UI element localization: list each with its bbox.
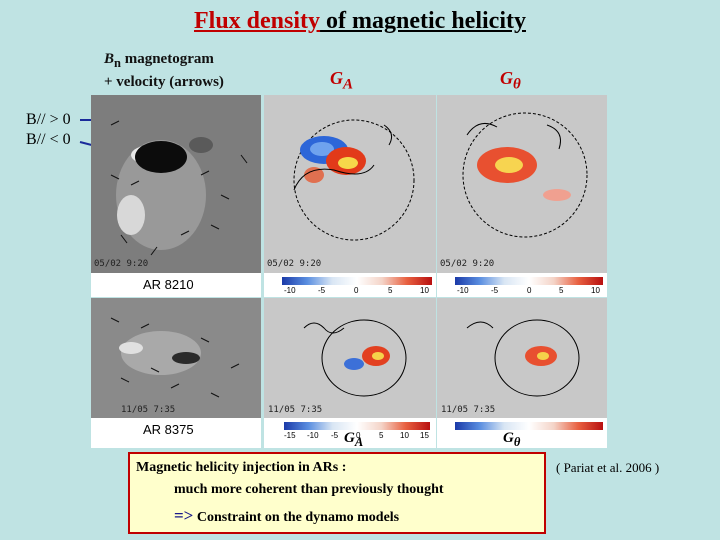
citation: ( Pariat et al. 2006 ) <box>556 460 660 475</box>
conclusion-line1: Magnetic helicity injection in ARs : <box>136 460 347 475</box>
gtheta-bottom-label: Gθ <box>503 430 521 449</box>
implies-arrow: => <box>174 506 194 525</box>
gtheta-colorbar-top: -10 -5 0 5 10 <box>437 273 607 297</box>
conclusion-box: Magnetic helicity injection in ARs : muc… <box>128 452 546 534</box>
conclusion-line3: => Constraint on the dynamo models <box>174 506 400 525</box>
slide-title: Flux density of magnetic helicity <box>0 8 720 35</box>
gtheta-column-label: Gθ <box>500 68 521 93</box>
magnetogram-label: Bn magnetogram + velocity (arrows) <box>104 50 224 92</box>
positive-polarity-label: B// > 0 <box>26 111 71 128</box>
ga-map-ar8210: 05/02 9:20 <box>264 95 436 273</box>
timestamp: 05/02 9:20 <box>440 259 495 269</box>
ga-bottom-label: GA <box>344 430 364 449</box>
magnetogram-ar8375: 11/05 7:35 <box>91 298 261 418</box>
gtheta-map-ar8210: 05/02 9:20 <box>437 95 607 273</box>
velocity-text: + velocity (arrows) <box>104 74 224 90</box>
ar8375-label-strip: AR 8375 <box>91 418 261 448</box>
timestamp: 11/05 7:35 <box>268 405 323 415</box>
bn-symbol: B <box>104 51 115 67</box>
ga-column-label: GA <box>330 68 354 93</box>
gtheta-colorbar-bottom: Gθ <box>437 418 607 449</box>
ga-colorbar-bottom: -15 -10 -5 0 5 10 15 GA <box>264 418 436 449</box>
magnetogram-text: magnetogram <box>120 51 214 67</box>
bn-subscript: n <box>114 56 121 70</box>
ar8375-label: AR 8375 <box>143 422 194 437</box>
negative-polarity-label: B// < 0 <box>26 131 71 148</box>
ga-map-ar8375: 11/05 7:35 <box>264 298 436 418</box>
gtheta-map-ar8375: 11/05 7:35 <box>437 298 607 418</box>
ga-colorbar-top: -10 -5 0 5 10 <box>264 273 436 297</box>
polarity-legend: B// > 0 B// < 0 <box>26 110 71 150</box>
conclusion-line2: much more coherent than previously thoug… <box>174 482 444 497</box>
timestamp: 05/02 9:20 <box>94 259 149 269</box>
timestamp: 05/02 9:20 <box>267 259 322 269</box>
ar8210-label: AR 8210 <box>143 277 194 292</box>
magnetogram-ar8210: 05/02 9:20 <box>91 95 261 273</box>
ar8210-label-strip: AR 8210 <box>91 273 261 297</box>
title-rest: of magnetic helicity <box>320 8 526 34</box>
timestamp: 11/05 7:35 <box>441 405 496 415</box>
timestamp: 11/05 7:35 <box>121 405 176 415</box>
title-highlight: Flux density <box>194 8 321 34</box>
